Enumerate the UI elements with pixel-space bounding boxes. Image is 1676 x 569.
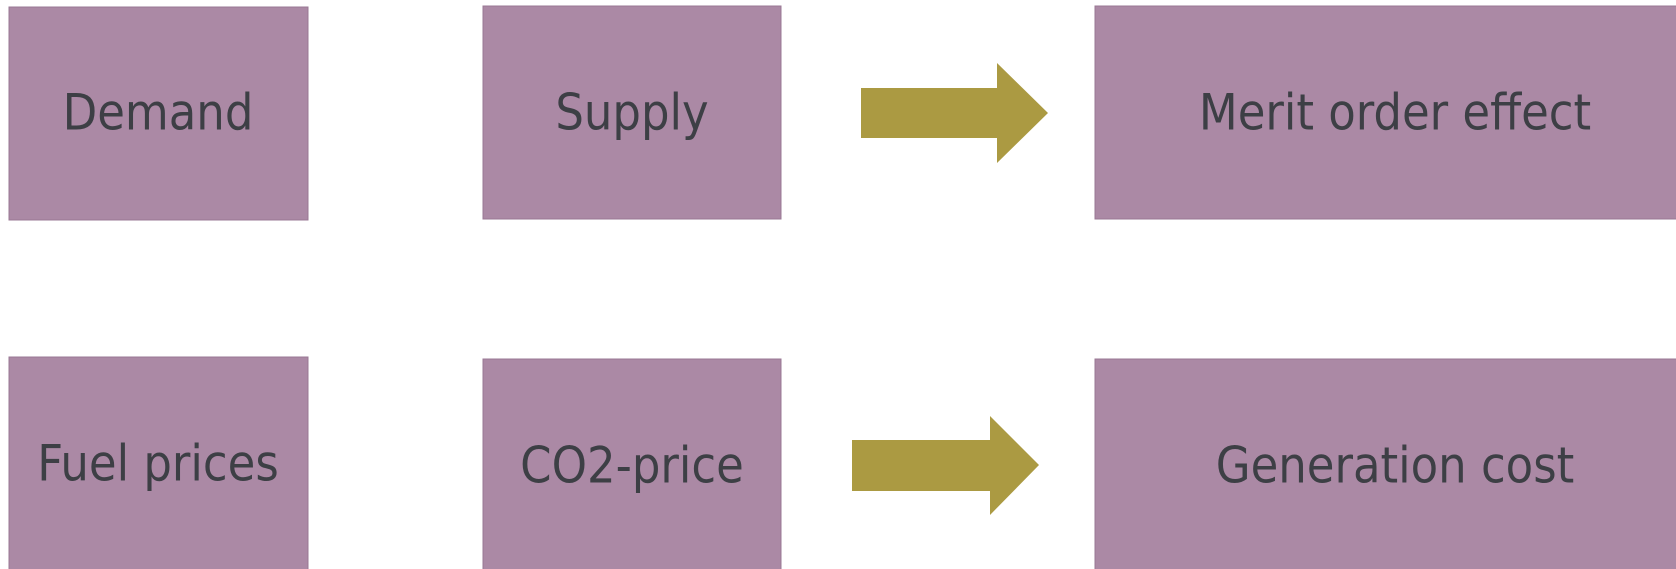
node-box (482, 358, 782, 569)
node-box (1094, 358, 1676, 569)
node-box (482, 5, 782, 220)
node-label: Merit order effect (1199, 84, 1591, 142)
node-label: Fuel prices (37, 435, 279, 493)
arrow (852, 416, 1039, 515)
node-label: Demand (63, 84, 254, 142)
node-box (8, 6, 309, 221)
node-label: CO2-price (520, 437, 744, 495)
node-label: Generation cost (1216, 437, 1575, 495)
node-label: Supply (555, 84, 708, 142)
node-box (8, 356, 309, 569)
arrow (861, 63, 1048, 163)
node-box (1094, 5, 1676, 220)
